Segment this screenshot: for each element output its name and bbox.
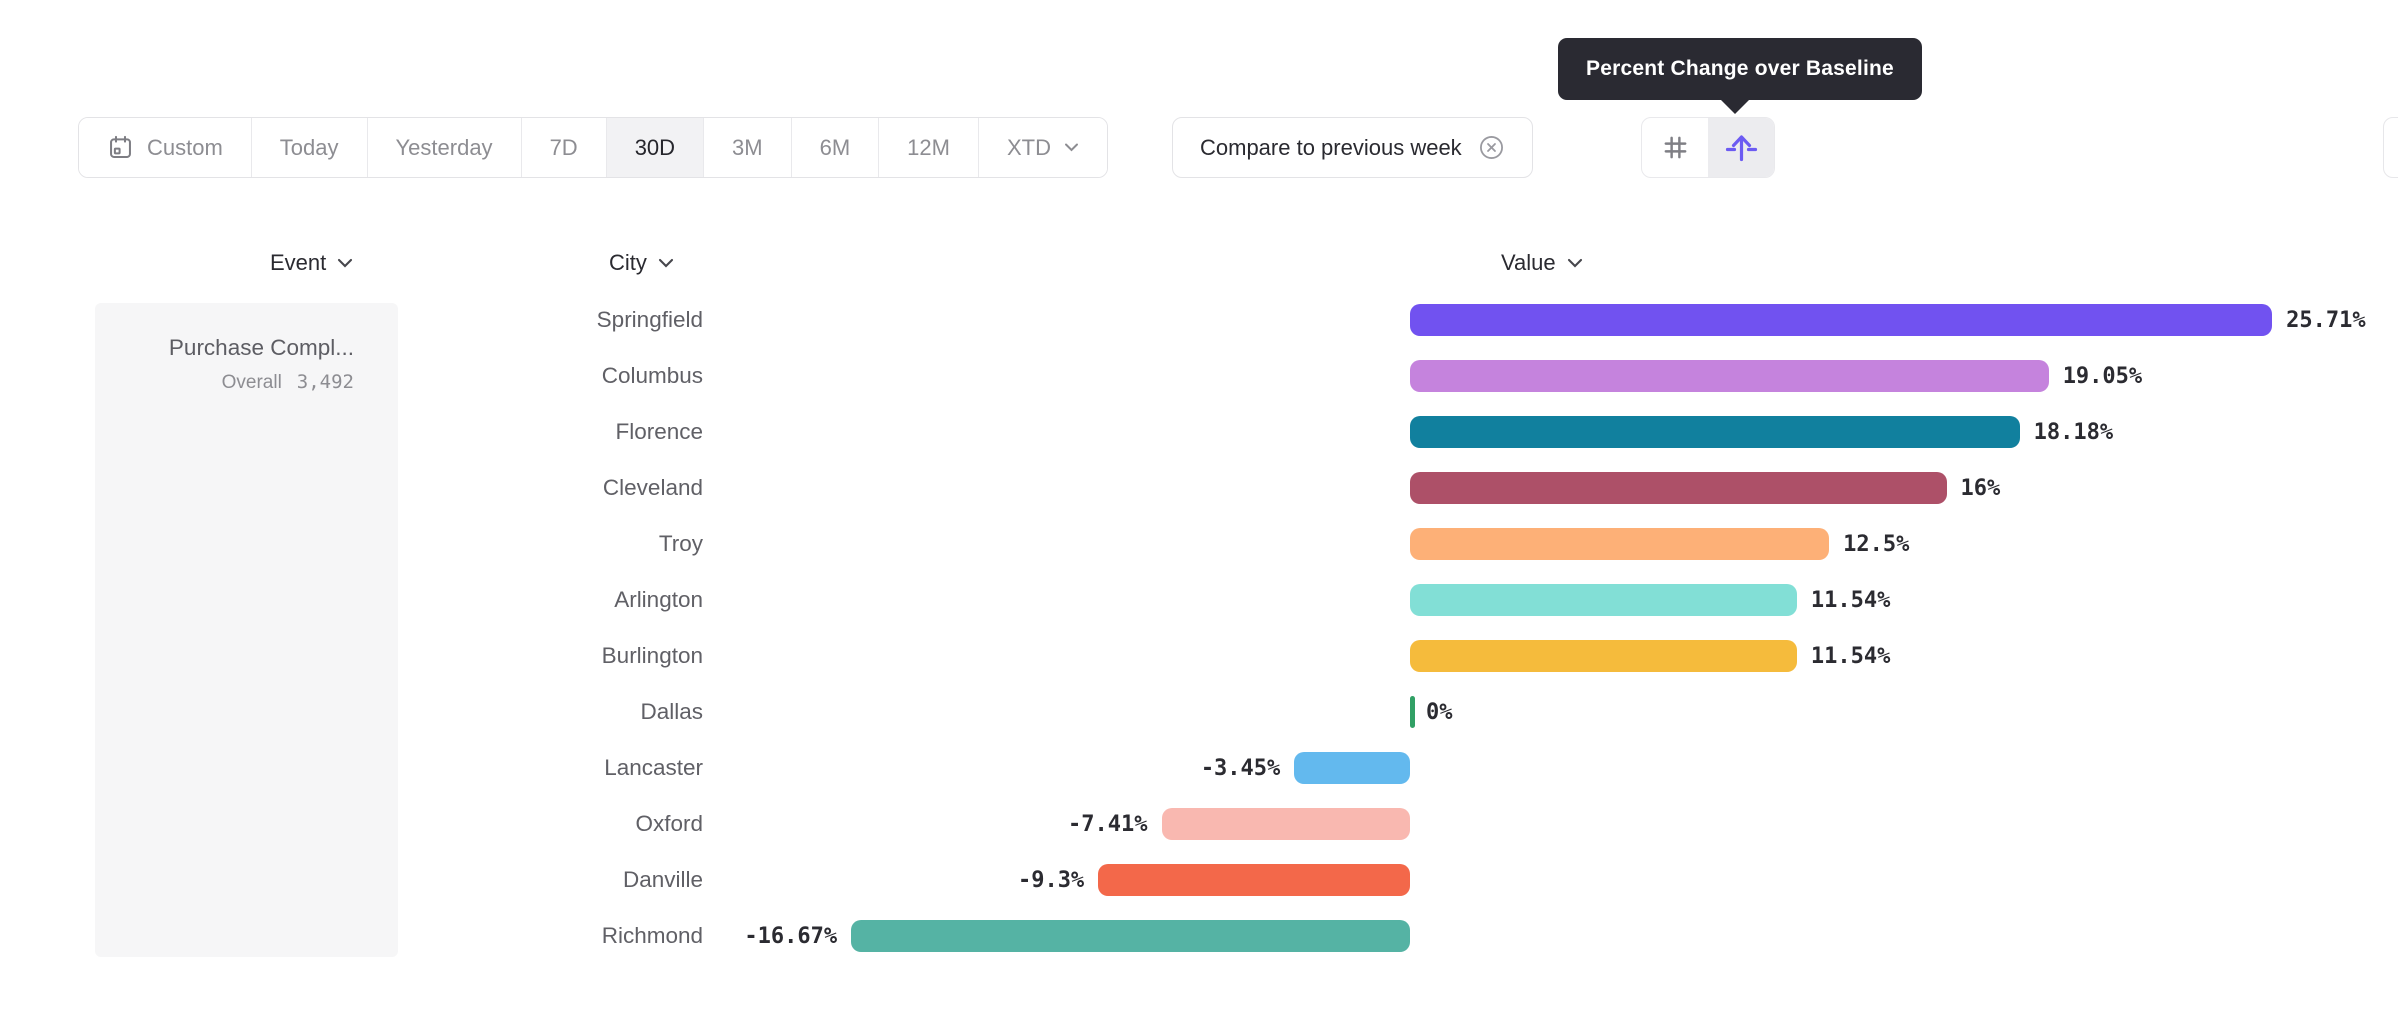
calendar-icon [107, 134, 134, 161]
view-toggle [1641, 117, 1775, 178]
range-3m[interactable]: 3M [704, 118, 792, 177]
chevron-down-icon [658, 258, 674, 268]
value-label: 16% [1960, 476, 2001, 501]
category-label: Oxford [635, 811, 703, 836]
chart-rows: Springfield 25.71% Columbus 19.05% Flore… [0, 304, 2398, 964]
chart-row: Cleveland 16% [0, 472, 2398, 504]
value-label: 0% [1426, 700, 1453, 725]
category-label: Columbus [601, 363, 703, 388]
value-label: 19.05% [2062, 364, 2143, 389]
tooltip-text: Percent Change over Baseline [1586, 57, 1894, 80]
column-header-city[interactable]: City [609, 247, 674, 279]
bar[interactable] [1294, 752, 1410, 784]
range-label: 30D [634, 134, 676, 160]
hash-icon [1660, 132, 1691, 163]
clipped-edge-button[interactable] [2383, 117, 2398, 178]
range-30d[interactable]: 30D [606, 118, 705, 177]
chart-row: Burlington 11.54% [0, 640, 2398, 672]
column-header-value[interactable]: Value [1501, 247, 1583, 279]
column-header-label: Event [270, 250, 327, 275]
chart-row: Arlington 11.54% [0, 584, 2398, 616]
category-label: Lancaster [604, 755, 703, 780]
event-metric: Overall 3,492 [95, 371, 354, 394]
date-range-toolbar: Custom Today Yesterday 7D 30D 3M 6M 12M XTD [78, 117, 1108, 178]
range-6m[interactable]: 6M [791, 118, 880, 177]
category-label: Danville [622, 867, 703, 892]
range-label: Custom [147, 134, 223, 160]
value-label: 12.5% [1843, 532, 1910, 557]
category-label: Arlington [614, 587, 703, 612]
value-label: 11.54% [1810, 644, 1891, 669]
column-header-label: City [609, 250, 647, 275]
value-label: 18.18% [2033, 420, 2114, 445]
chevron-down-icon [1064, 143, 1079, 152]
range-custom[interactable]: Custom [79, 118, 252, 177]
chart-row: Danville -9.3% [0, 864, 2398, 896]
category-label: Richmond [601, 923, 703, 948]
category-label: Dallas [640, 699, 703, 724]
bar[interactable] [1410, 584, 1797, 616]
circle-x-icon[interactable] [1478, 134, 1505, 161]
bar[interactable] [1410, 696, 1415, 728]
compare-chip-label: Compare to previous week [1200, 134, 1462, 160]
chart-row: Dallas 0% [0, 696, 2398, 728]
chart-row: Oxford -7.41% [0, 808, 2398, 840]
range-label: XTD [1006, 134, 1051, 160]
metric-value: 3,492 [296, 371, 354, 393]
bar[interactable] [1410, 472, 1947, 504]
range-label: 6M [819, 134, 851, 160]
bar[interactable] [851, 920, 1410, 952]
bar[interactable] [1410, 416, 2020, 448]
range-label: Today [279, 134, 339, 160]
column-header-label: Value [1501, 250, 1556, 275]
range-12m[interactable]: 12M [879, 118, 979, 177]
range-xtd[interactable]: XTD [978, 118, 1107, 177]
chart-row: Troy 12.5% [0, 528, 2398, 560]
range-label: 12M [907, 134, 950, 160]
bar[interactable] [1410, 640, 1797, 672]
bar[interactable] [1098, 864, 1410, 896]
value-label: -3.45% [1200, 756, 1281, 781]
value-label: -9.3% [1017, 868, 1085, 893]
bar[interactable] [1410, 528, 1830, 560]
range-label: 3M [732, 134, 763, 160]
range-7d[interactable]: 7D [521, 118, 607, 177]
chart-row: Columbus 19.05% [0, 360, 2398, 392]
event-panel[interactable]: Purchase Compl... Overall 3,492 [95, 303, 398, 957]
value-label: 11.54% [1810, 588, 1891, 613]
chevron-down-icon [1567, 258, 1583, 268]
range-label: Yesterday [395, 134, 493, 160]
category-label: Springfield [596, 307, 703, 332]
toggle-percent-baseline-view[interactable] [1708, 118, 1774, 177]
range-today[interactable]: Today [251, 118, 368, 177]
bar[interactable] [1410, 360, 2049, 392]
category-label: Troy [658, 531, 703, 556]
compare-chip[interactable]: Compare to previous week [1172, 117, 1533, 178]
range-label: 7D [549, 134, 578, 160]
metric-label: Overall [221, 372, 282, 393]
toggle-numbers-view[interactable] [1642, 118, 1708, 177]
chart-row: Richmond -16.67% [0, 920, 2398, 952]
chevron-down-icon [337, 258, 353, 268]
category-label: Cleveland [602, 475, 703, 500]
chart-row: Lancaster -3.45% [0, 752, 2398, 784]
tooltip: Percent Change over Baseline [1558, 38, 1922, 114]
range-yesterday[interactable]: Yesterday [367, 118, 522, 177]
category-label: Burlington [601, 643, 703, 668]
value-label: -16.67% [744, 924, 838, 949]
value-label: 25.71% [2286, 308, 2366, 333]
baseline-arrow-icon [1725, 132, 1758, 163]
category-label: Florence [615, 419, 703, 444]
bar[interactable] [1161, 808, 1410, 840]
event-name: Purchase Compl... [168, 335, 354, 360]
chart-row: Springfield 25.71% [0, 304, 2398, 336]
bar[interactable] [1410, 304, 2273, 336]
chart-row: Florence 18.18% [0, 416, 2398, 448]
value-label: -7.41% [1068, 812, 1148, 837]
column-header-event[interactable]: Event [270, 247, 353, 279]
